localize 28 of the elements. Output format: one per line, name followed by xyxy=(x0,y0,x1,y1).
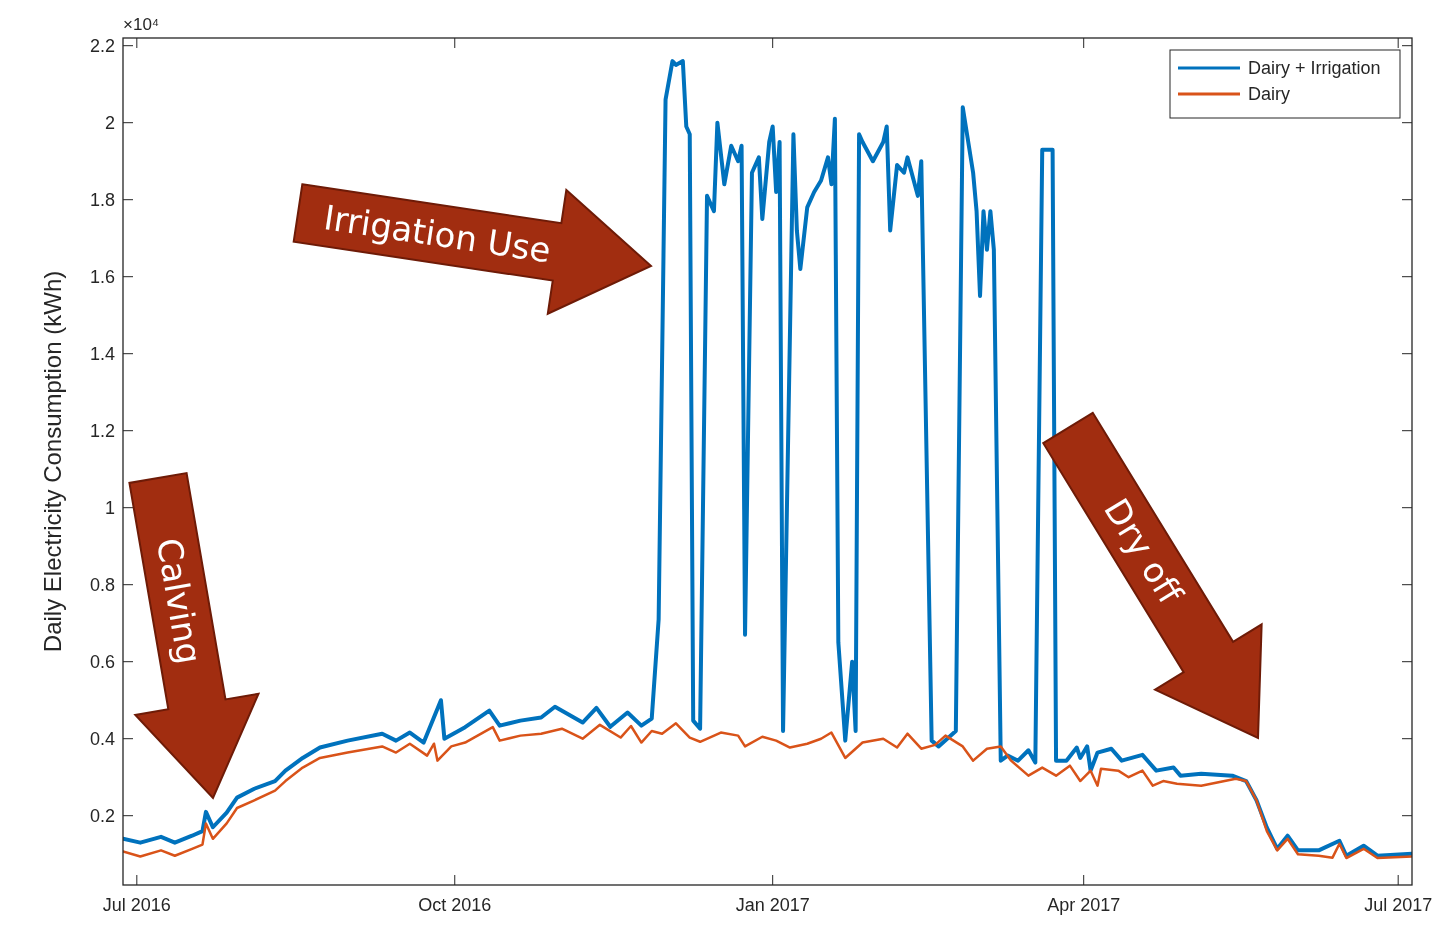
x-tick-label: Apr 2017 xyxy=(1047,895,1121,915)
y-tick-label: 1 xyxy=(104,498,115,518)
y-tick-label: 2 xyxy=(104,113,115,133)
line-series xyxy=(123,722,1412,860)
x-tick-label: Oct 2016 xyxy=(418,895,492,915)
y-tick-label: 1.6 xyxy=(89,267,115,287)
annotation: Dry off xyxy=(1096,491,1192,612)
text: ×10⁴ xyxy=(123,15,160,34)
legend-label: Dairy xyxy=(1248,84,1291,105)
annotation: Irrigation Use xyxy=(321,197,554,271)
y-tick-label: 2.2 xyxy=(89,36,115,56)
y-tick-label: 1.8 xyxy=(89,190,115,210)
annotation: Calving xyxy=(148,535,210,667)
arrow: Dry off xyxy=(1041,411,1263,740)
y-tick-label: 1.4 xyxy=(89,344,115,364)
y-tick-label: 0.4 xyxy=(89,729,115,749)
x-tick-label: Jan 2017 xyxy=(735,895,810,915)
arrow: Irrigation Use xyxy=(292,183,653,316)
legend-label: Dairy + Irrigation xyxy=(1248,58,1381,79)
line-series xyxy=(123,59,1412,858)
y-axis-title: Daily Electricity Consumption (kWh) xyxy=(39,270,66,653)
arrow: Calving xyxy=(128,471,261,800)
y-tick-label: 0.8 xyxy=(89,575,115,595)
x-tick-label: Jul 2017 xyxy=(1364,895,1433,915)
y-tick-label: 0.6 xyxy=(89,652,115,672)
x-tick-label: Jul 2016 xyxy=(102,895,171,915)
y-tick-label: 1.2 xyxy=(89,421,115,441)
y-tick-label: 0.2 xyxy=(89,806,115,826)
